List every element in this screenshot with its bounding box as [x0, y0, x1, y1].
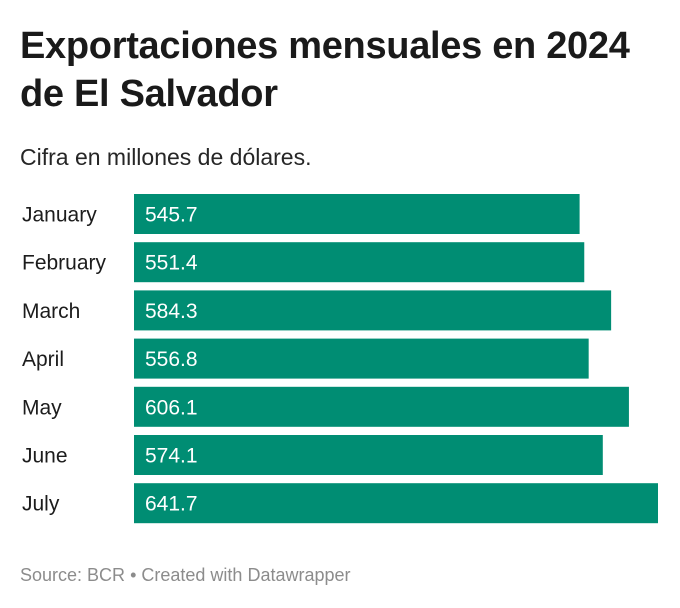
category-label: February — [22, 252, 107, 275]
bar-row-june: June 574.1 — [22, 435, 603, 475]
category-label: March — [22, 300, 80, 323]
chart-footer: Source: BCR • Created with Datawrapper — [20, 563, 351, 587]
bar-row-april: April 556.8 — [22, 338, 589, 379]
value-label: 551.4 — [145, 252, 198, 275]
credit-link[interactable]: Created with Datawrapper — [141, 565, 351, 585]
category-label: April — [22, 348, 64, 371]
bar-row-january: January 545.7 — [22, 194, 580, 234]
bar-row-february: February 551.4 — [22, 242, 585, 283]
bar — [134, 242, 585, 283]
value-label: 574.1 — [145, 445, 198, 468]
bar-row-july: July 641.7 — [22, 483, 658, 524]
bar-row-march: March 584.3 — [22, 290, 612, 331]
chart-subtitle: Cifra en millones de dólares. — [20, 144, 312, 170]
value-label: 545.7 — [145, 204, 198, 227]
value-label: 584.3 — [145, 300, 198, 323]
bar — [134, 338, 589, 379]
bar — [134, 435, 603, 475]
value-label: 556.8 — [145, 348, 198, 371]
footer-separator: • — [130, 565, 137, 585]
category-label: July — [22, 493, 60, 516]
source-label: Source: BCR — [20, 565, 126, 585]
bar — [134, 290, 612, 331]
category-label: May — [22, 396, 62, 419]
bar — [134, 386, 629, 427]
bar-row-may: May 606.1 — [22, 386, 629, 427]
category-label: June — [22, 445, 68, 468]
chart-title: Exportaciones mensuales en 2024 de El Sa… — [20, 25, 630, 115]
value-label: 641.7 — [145, 493, 198, 516]
bar — [134, 194, 580, 234]
category-label: January — [22, 204, 97, 227]
value-label: 606.1 — [145, 396, 198, 419]
bar — [134, 483, 658, 524]
